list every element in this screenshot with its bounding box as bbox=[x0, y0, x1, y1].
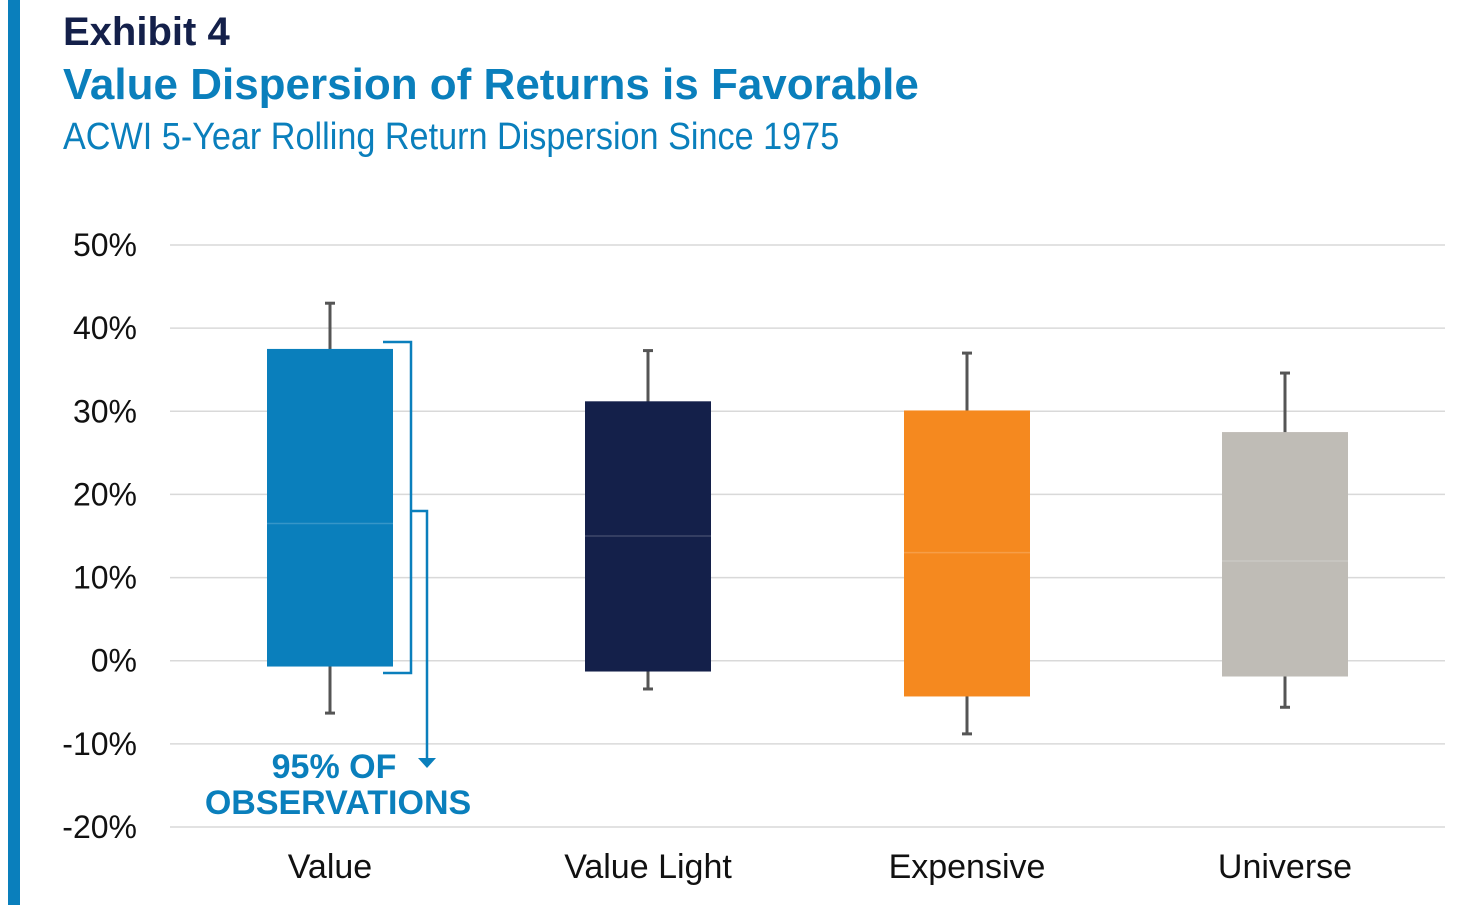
y-axis-tick-labels: 50% 40% 30% 20% 10% 0% -10% -20% bbox=[62, 227, 137, 845]
y-tick-label: 40% bbox=[73, 310, 137, 346]
bracket-line bbox=[383, 340, 413, 675]
x-category-label: Value Light bbox=[564, 848, 732, 886]
observations-annotation: 95% OF OBSERVATIONS bbox=[205, 340, 471, 822]
accent-bar bbox=[8, 0, 20, 905]
annotation-line-2: OBSERVATIONS bbox=[205, 784, 471, 822]
exhibit-label: Exhibit 4 bbox=[63, 10, 230, 54]
chart-title: Value Dispersion of Returns is Favorable bbox=[63, 60, 919, 109]
y-tick-label: 30% bbox=[73, 393, 137, 429]
x-category-label: Expensive bbox=[889, 848, 1046, 886]
y-tick-label: 10% bbox=[73, 560, 137, 596]
y-tick-label: 50% bbox=[73, 227, 137, 263]
annotation-line-1: 95% OF bbox=[272, 748, 397, 786]
pointer-line bbox=[411, 509, 429, 758]
y-tick-label: 20% bbox=[73, 476, 137, 512]
y-tick-label: -10% bbox=[62, 726, 137, 762]
y-tick-label: 0% bbox=[91, 643, 137, 679]
x-category-label: Value bbox=[288, 848, 372, 886]
boxes bbox=[267, 301, 1348, 736]
box-expensive bbox=[904, 410, 1030, 697]
box-value-light bbox=[585, 401, 711, 672]
chart-subtitle: ACWI 5-Year Rolling Return Dispersion Si… bbox=[63, 116, 840, 158]
box-value bbox=[267, 348, 393, 667]
arrow-head-icon bbox=[418, 758, 436, 768]
x-category-label: Universe bbox=[1218, 848, 1352, 886]
box-universe bbox=[1222, 432, 1348, 677]
y-tick-label: -20% bbox=[62, 809, 137, 845]
x-axis-category-labels: Value Value Light Expensive Universe bbox=[288, 848, 1352, 886]
